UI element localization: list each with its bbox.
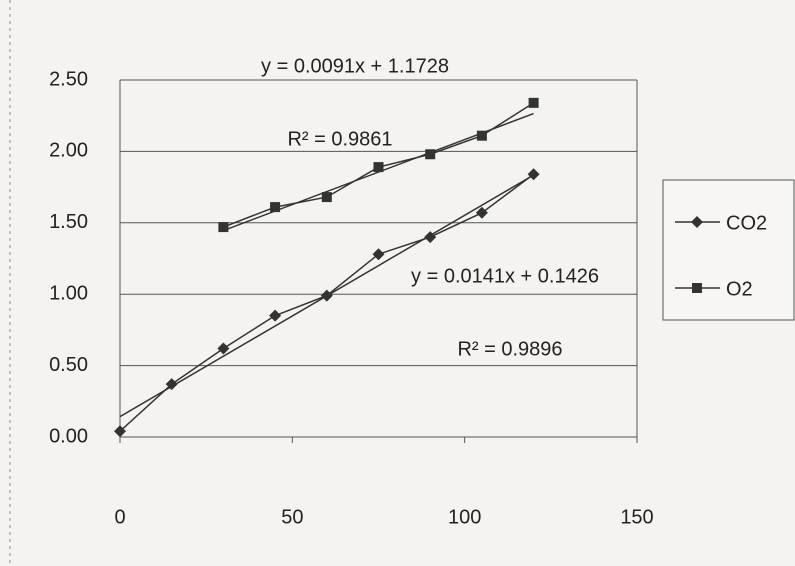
- trendline-equation: y = 0.0141x + 0.1426: [411, 265, 599, 287]
- data-point: [528, 97, 539, 108]
- legend-label: O2: [726, 278, 753, 300]
- trendline-equation: y = 0.0091x + 1.1728: [261, 55, 449, 77]
- data-point: [217, 342, 230, 355]
- data-point: [527, 168, 540, 181]
- x-tick-label: 50: [281, 506, 303, 528]
- series-line: [119, 173, 535, 432]
- r-squared: R² = 0.9896: [457, 338, 562, 360]
- data-point: [475, 206, 488, 219]
- data-point: [165, 378, 178, 391]
- data-point: [320, 289, 333, 302]
- data-point: [373, 162, 384, 173]
- y-tick-label: 0.00: [49, 425, 88, 447]
- x-tick-label: 100: [448, 506, 481, 528]
- data-point: [372, 248, 385, 261]
- data-point: [321, 192, 332, 203]
- y-tick-label: 2.00: [49, 140, 88, 162]
- data-point: [424, 231, 437, 244]
- legend-box: [662, 179, 795, 321]
- legend-marker: [692, 283, 702, 293]
- data-point: [114, 425, 126, 438]
- legend-label: CO2: [726, 212, 767, 234]
- legend-marker: [691, 216, 703, 228]
- y-tick-label: 1.00: [49, 282, 88, 304]
- data-point: [425, 149, 436, 160]
- y-tick-label: 2.50: [49, 68, 88, 90]
- data-point: [476, 130, 487, 141]
- r-squared: R² = 0.9861: [287, 128, 392, 150]
- data-point: [218, 222, 229, 233]
- data-point: [269, 309, 282, 322]
- y-tick-label: 1.50: [49, 211, 88, 233]
- y-tick-label: 0.50: [49, 354, 88, 376]
- x-tick-label: 0: [114, 506, 125, 528]
- x-tick-label: 150: [620, 506, 653, 528]
- data-point: [270, 202, 281, 213]
